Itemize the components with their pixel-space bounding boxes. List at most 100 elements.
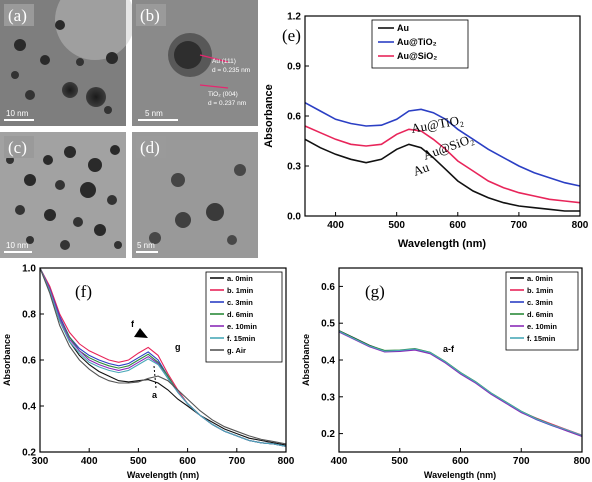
scale-label-a: 10 nm [6,109,29,118]
chart-f-ytick-label-2: 0.6 [22,356,36,367]
chart-g-ytick-label-3: 0.5 [321,319,335,330]
chart-g-ytick-label-1: 0.3 [321,392,335,403]
chart-e-legend-label-1: Au@TiO₂ [397,37,437,47]
chart-g-xtick-label-0: 400 [331,456,348,467]
chart-g-legend-label-5: f. 15min [527,334,556,343]
tem-letter-d: (d) [140,138,160,157]
chart-g-xtick-label-1: 500 [391,456,408,467]
scale-label-d: 5 nm [137,241,155,250]
tem-letter-c: (c) [8,138,27,157]
chart-f-ticks: 300 400 500 600 700 800 0.2 0.4 0.6 0.8 1.0 [22,264,295,468]
chart-f-xtick-label-4: 700 [228,456,245,467]
chart-g-legend-label-4: e. 10min [527,322,557,331]
chart-e-anno-au-tio2: Au@TiO₂ [410,112,465,136]
chart-e-xtick-label-2: 600 [449,220,466,231]
chart-e-legend-entries: Au Au@TiO₂ Au@SiO₂ [378,23,437,61]
chart-f-ytick-label-1: 0.4 [22,402,36,413]
chart-e-panel-label: (e) [282,26,301,45]
chart-e-xtick-label-4: 800 [572,220,589,231]
lattice-label-tio2: TiO₂ (004) [208,91,238,98]
tem-letter-box-b [136,4,166,26]
tem-panel-b: (b) Au (111) d = 0.235 nm TiO₂ (004) d =… [132,0,258,126]
chart-f-series-line-5 [39,267,287,447]
tem-letter-box-d [136,136,166,158]
chart-f-legend-label-4: e. 10min [227,322,257,331]
chart-e-ytick-label-4: 1.2 [287,12,301,23]
tem-panel-d: (d) 5 nm [132,132,258,258]
chart-e-ticks: 400 500 600 700 800 0.0 0.3 0.6 0.9 1.2 [287,12,589,232]
chart-f-arrow-icon [134,328,148,338]
tem-letter-box-c [4,136,34,158]
chart-f-xtick-label-1: 400 [81,456,98,467]
chart-f-xtick-label-5: 800 [278,456,295,467]
scale-label-c: 10 nm [6,241,29,250]
tem-letter-a: (a) [8,6,27,25]
chart-f-anno-a: a [152,390,158,400]
chart-g-ticks: 400 500 600 700 800 0.2 0.3 0.4 0.5 0.6 [321,282,591,467]
chart-f-panel-label: (f) [75,282,92,301]
chart-g-legend-label-2: c. 3min [527,298,553,307]
chart-e-series-line-2 [304,125,581,204]
chart-g-legend-label-0: a. 0min [527,274,553,283]
chart-e-series-line-0 [304,138,580,212]
chart-g-xlabel: Wavelength (nm) [424,470,496,480]
lattice-spacing-au: d = 0.235 nm [212,67,250,74]
chart-f-anno-f: f [131,319,135,329]
chart-f-legend-label-2: c. 3min [227,298,253,307]
chart-f-anno-g: g [175,342,181,352]
chart-e-ylabel: Absorbance [263,84,275,148]
chart-f-xtick-label-3: 600 [179,456,196,467]
scale-label-b: 5 nm [145,109,163,118]
chart-e-legend-label-0: Au [397,23,409,33]
chart-g-ytick-label-0: 0.2 [321,429,335,440]
chart-e-ytick-label-3: 0.9 [287,62,301,73]
scale-bar-b [138,119,178,121]
chart-f-ytick-label-4: 1.0 [22,264,36,275]
tem-letter-box-a [4,4,34,26]
tem-panel-c: (c) 10 nm [0,132,126,258]
chart-e-lines [304,101,581,212]
chart-f-legend [205,271,283,363]
chart-e-series-line-1 [304,101,581,187]
lattice-label-au: Au (111) [212,58,236,65]
chart-e: 400 500 600 700 800 0.0 0.3 0.6 0.9 1.2 Wavelengt… [263,12,589,251]
chart-f-ylabel: Absorbance [2,334,12,386]
chart-e-legend-label-2: Au@SiO₂ [397,51,437,61]
chart-g-xtick-label-3: 700 [513,456,530,467]
chart-e-xlabel: Wavelength (nm) [398,238,487,250]
chart-g-lines [338,330,583,438]
chart-e-xtick-label-0: 400 [327,220,344,231]
chart-g-xtick-label-4: 800 [574,456,591,467]
chart-g: 400 500 600 700 800 0.2 0.3 0.4 0.5 0.6 Wavelengt… [301,267,591,480]
tem-panel-a: (a) 10 nm [0,0,135,126]
chart-g-legend [505,271,579,351]
chart-g-series-line-5 [338,330,583,436]
chart-f-xtick-label-2: 500 [130,456,147,467]
chart-e-ytick-label-0: 0.0 [287,212,301,223]
chart-f: 300 400 500 600 700 800 0.2 0.4 0.6 0.8 1.0 Wavele… [2,264,295,481]
chart-g-panel-label: (g) [365,282,385,301]
chart-e-xtick-label-1: 500 [388,220,405,231]
chart-g-ytick-label-2: 0.4 [321,356,335,367]
chart-g-ylabel: Absorbance [301,334,311,386]
chart-g-legend-label-1: b. 1min [527,286,554,295]
chart-f-series-line-0 [39,267,287,446]
chart-f-ytick-label-3: 0.8 [22,310,36,321]
chart-g-anno: a-f [443,344,455,354]
scale-bar-d [136,251,158,253]
chart-f-legend-label-3: d. 6min [227,310,254,319]
chart-f-legend-label-5: f. 15min [227,334,256,343]
scale-bar-c [4,251,32,253]
tem-letter-b: (b) [140,6,160,25]
chart-f-xlabel: Wavelength (nm) [127,470,199,480]
chart-f-legend-entries: a. 0min b. 1min c. 3min d. 6min e. 10min f. 1… [210,274,257,355]
chart-f-legend-label-6: g. Air [227,346,246,355]
scale-bar-a [4,119,34,121]
chart-f-legend-label-1: b. 1min [227,286,254,295]
chart-g-legend-label-3: d. 6min [527,310,554,319]
chart-e-anno-au: Au [411,159,432,179]
chart-g-xtick-label-2: 600 [452,456,469,467]
chart-e-ytick-label-1: 0.3 [287,162,301,173]
chart-g-legend-entries: a. 0min b. 1min c. 3min d. 6min e. 10min f. 1… [510,274,557,343]
chart-f-legend-label-0: a. 0min [227,274,253,283]
